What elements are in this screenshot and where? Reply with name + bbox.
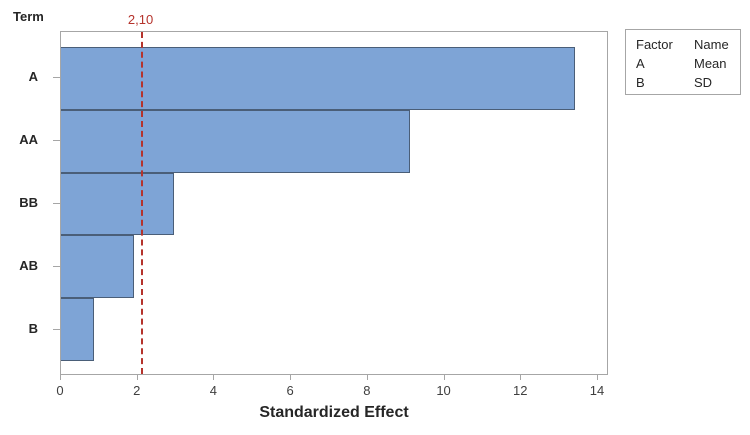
- x-axis-tick: [60, 375, 61, 380]
- legend-factor-a: A: [636, 56, 645, 71]
- x-axis-tick: [213, 375, 215, 380]
- legend-header-row: Factor Name: [636, 35, 740, 54]
- legend-name-sd: SD: [694, 75, 713, 90]
- x-tick-label-12: 12: [513, 383, 528, 398]
- x-axis-tick: [520, 375, 522, 380]
- y-tick-label-AA: AA: [19, 132, 38, 148]
- x-tick-label-8: 8: [363, 383, 371, 398]
- x-axis-tick: [597, 375, 598, 380]
- reference-line: [140, 32, 143, 374]
- reference-line-label: 2,10: [127, 12, 154, 27]
- x-tick-label-2: 2: [133, 383, 141, 398]
- y-tick-label-AB: AB: [19, 257, 38, 273]
- bar-AB: [61, 235, 134, 299]
- x-axis-tick: [290, 375, 292, 380]
- x-axis-tick: [366, 375, 368, 380]
- x-tick-label-10: 10: [436, 383, 451, 398]
- bar-A: [61, 47, 575, 110]
- x-axis-tick: [443, 375, 445, 380]
- legend-box: Factor Name A Mean B SD: [625, 29, 741, 95]
- x-axis-title: Standardized Effect: [259, 404, 409, 421]
- y-tick-label-A: A: [28, 69, 38, 85]
- x-tick-label-14: 14: [589, 383, 605, 398]
- legend-header-factor: Factor: [636, 37, 673, 52]
- legend-name-mean: Mean: [694, 56, 727, 71]
- y-axis-tick: [53, 203, 60, 204]
- bar-B: [61, 298, 94, 361]
- y-tick-label-BB: BB: [19, 195, 38, 210]
- y-axis-tick: [53, 265, 60, 267]
- legend-row-factor-a: A Mean: [636, 54, 740, 73]
- plot-area: [60, 31, 608, 375]
- bar-BB: [61, 172, 175, 236]
- y-axis-tick: [53, 140, 60, 142]
- y-axis-title: Term: [13, 9, 44, 24]
- x-axis-tick: [136, 375, 138, 380]
- y-axis-tick: [53, 328, 60, 330]
- x-tick-label-4: 4: [209, 383, 218, 398]
- legend-row-factor-b: B SD: [636, 73, 740, 92]
- y-axis-tick: [53, 77, 60, 79]
- legend-header-name: Name: [694, 37, 729, 52]
- y-tick-label-B: B: [28, 320, 38, 336]
- x-tick-label-0: 0: [56, 383, 64, 398]
- legend-factor-b: B: [636, 75, 645, 90]
- bar-AA: [61, 109, 411, 173]
- x-tick-label-6: 6: [286, 383, 294, 398]
